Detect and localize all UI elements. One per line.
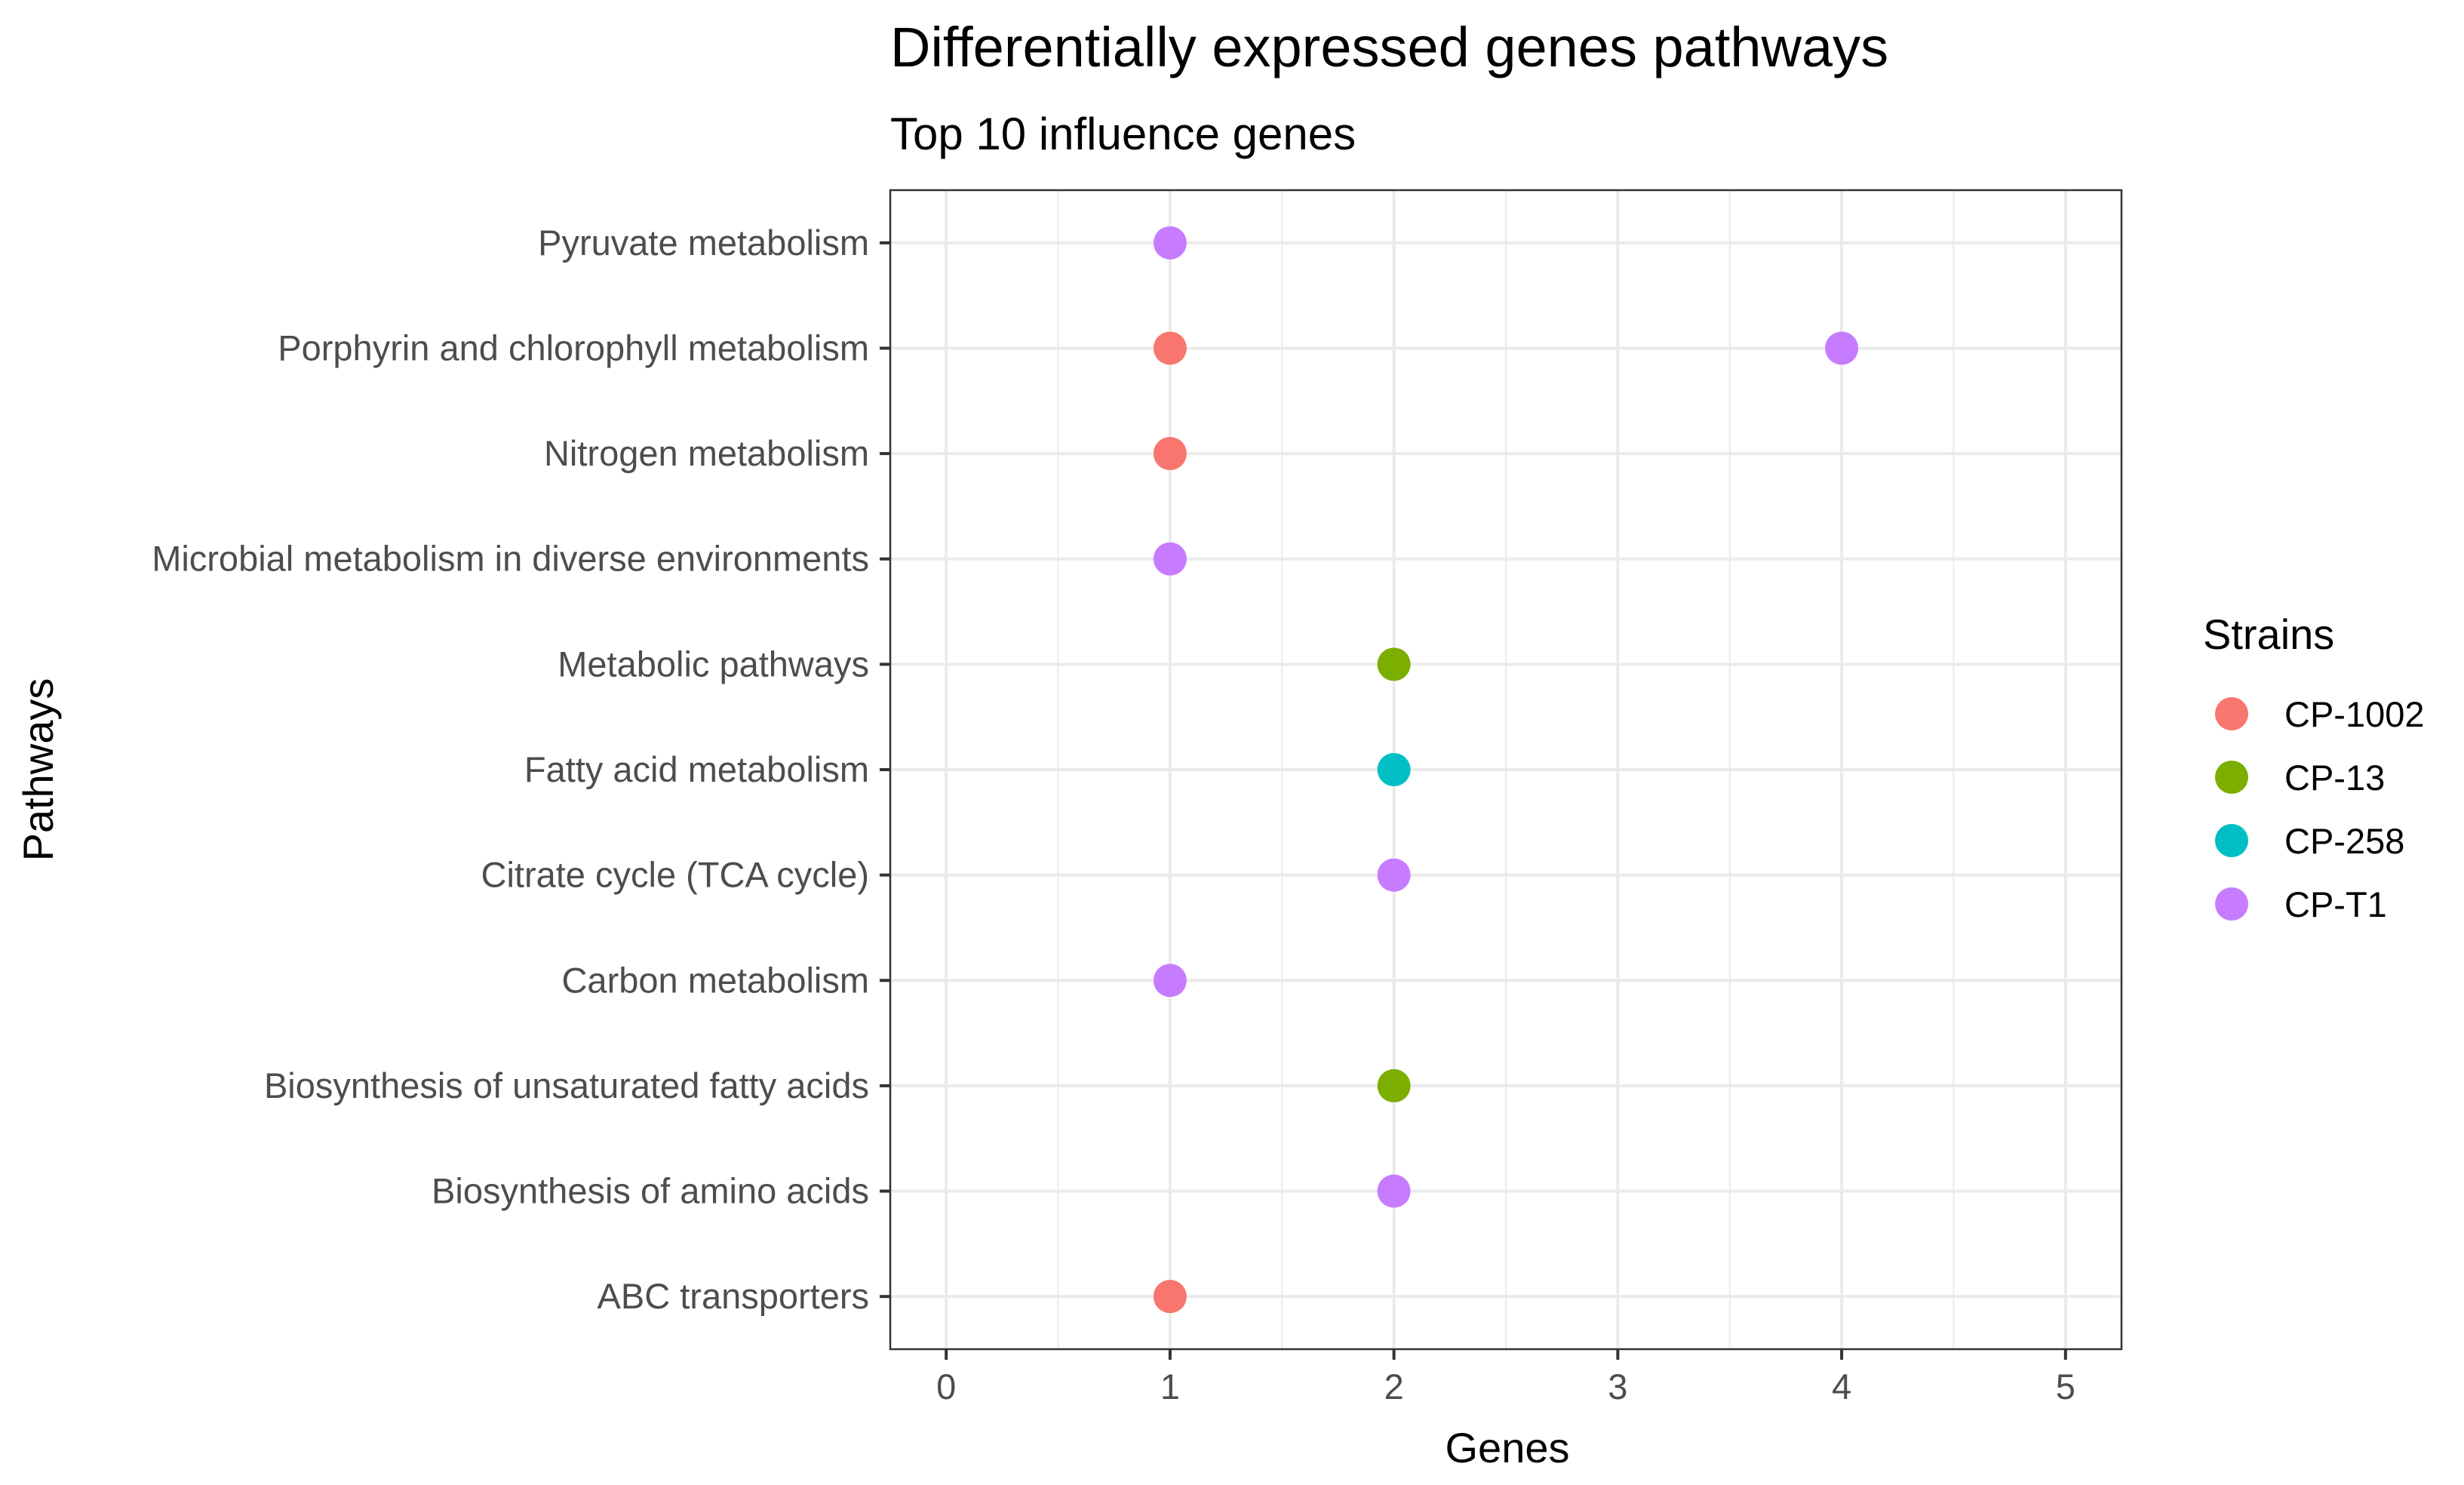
x-axis-title: Genes <box>1446 1424 1570 1471</box>
x-tick-label: 0 <box>936 1367 956 1407</box>
legend-label-cp-t1: CP-T1 <box>2284 884 2387 924</box>
y-tick-label-fatty-acid-metabolism: Fatty acid metabolism <box>524 749 869 789</box>
grid <box>890 190 2121 1349</box>
x-tick-label: 2 <box>1384 1367 1404 1407</box>
y-tick-label-biosynthesis-of-amino-acids: Biosynthesis of amino acids <box>432 1171 869 1211</box>
legend-title: Strains <box>2203 610 2334 658</box>
legend-key-cp-258 <box>2215 824 2248 857</box>
chart-subtitle: Top 10 influence genes <box>890 109 1356 159</box>
legend-label-cp-13: CP-13 <box>2284 758 2385 798</box>
x-tick-label: 4 <box>1832 1367 1851 1407</box>
y-tick-label-metabolic-pathways: Metabolic pathways <box>558 644 869 684</box>
x-tick-label: 1 <box>1160 1367 1180 1407</box>
point-cp-13-biosynthesis-of-unsaturated-fatty-acids <box>1377 1068 1411 1102</box>
x-tick-label: 3 <box>1608 1367 1627 1407</box>
data-points <box>1153 226 1859 1314</box>
x-tick-label: 5 <box>2056 1367 2075 1407</box>
point-cp-258-fatty-acid-metabolism <box>1377 753 1411 786</box>
point-cp-13-metabolic-pathways <box>1377 647 1411 681</box>
axes: 0 1 2 3 4 5 ABC transporters Biosynthesis of am… <box>152 223 2075 1407</box>
point-cp-t1-pyruvate-metabolism <box>1153 226 1187 260</box>
legend: Strains CP-1002 CP-13 CP-258 CP-T1 <box>2203 610 2425 924</box>
y-tick-label-microbial-metabolism-in-diverse-environments: Microbial metabolism in diverse environm… <box>152 539 869 579</box>
point-cp-1002-nitrogen-metabolism <box>1153 437 1187 471</box>
point-cp-t1-microbial-metabolism-in-diverse-environments <box>1153 542 1187 576</box>
y-tick-label-nitrogen-metabolism: Nitrogen metabolism <box>544 433 869 473</box>
legend-key-cp-t1 <box>2215 887 2248 921</box>
point-cp-t1-carbon-metabolism <box>1153 964 1187 998</box>
y-tick-label-porphyrin-and-chlorophyll-metabolism: Porphyrin and chlorophyll metabolism <box>278 327 869 367</box>
legend-key-cp-1002 <box>2215 697 2248 730</box>
point-cp-t1-porphyrin-and-chlorophyll-metabolism <box>1825 331 1859 365</box>
point-cp-1002-porphyrin-and-chlorophyll-metabolism <box>1153 331 1187 365</box>
point-cp-1002-abc-transporters <box>1153 1280 1187 1314</box>
chart-title: Differentially expressed genes pathways <box>890 16 1888 78</box>
y-tick-label-pyruvate-metabolism: Pyruvate metabolism <box>538 223 869 263</box>
y-tick-label-biosynthesis-of-unsaturated-fatty-acids: Biosynthesis of unsaturated fatty acids <box>264 1065 869 1105</box>
y-tick-label-abc-transporters: ABC transporters <box>598 1276 869 1316</box>
y-tick-label-citrate-cycle-tca-cycle: Citrate cycle (TCA cycle) <box>481 855 869 895</box>
point-cp-t1-citrate-cycle-tca-cycle <box>1377 858 1411 892</box>
y-tick-label-carbon-metabolism: Carbon metabolism <box>561 960 869 1000</box>
y-axis-title: Pathways <box>14 678 62 862</box>
legend-label-cp-258: CP-258 <box>2284 821 2404 861</box>
legend-key-cp-13 <box>2215 761 2248 794</box>
legend-label-cp-1002: CP-1002 <box>2284 694 2425 734</box>
point-cp-t1-biosynthesis-of-amino-acids <box>1377 1174 1411 1208</box>
